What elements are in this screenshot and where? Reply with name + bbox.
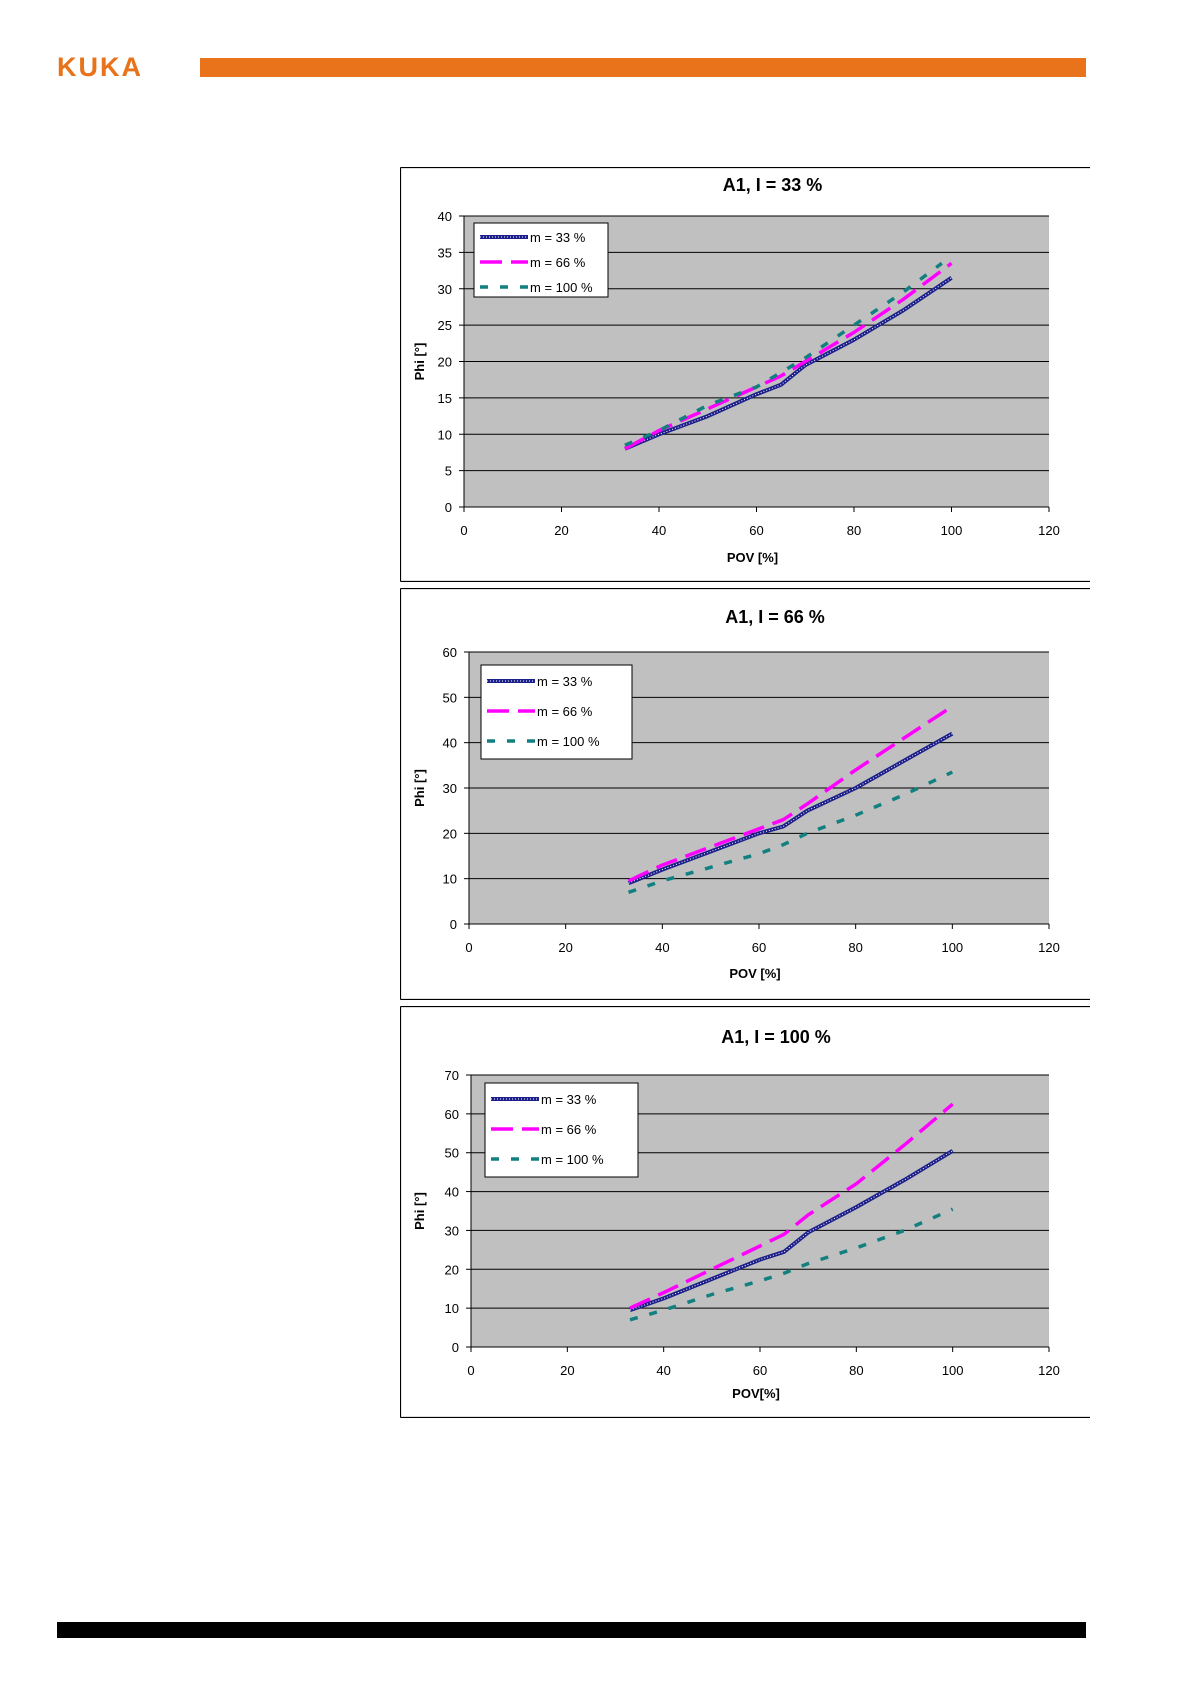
x-axis-label: POV [%] xyxy=(727,550,778,565)
series-m33-line xyxy=(629,1149,954,1312)
x-tick-label: 20 xyxy=(554,523,568,538)
x-tick-label: 60 xyxy=(753,1363,767,1378)
series-m66-line xyxy=(624,261,953,451)
y-tick-label: 70 xyxy=(445,1068,459,1083)
x-tick-label: 80 xyxy=(849,1363,863,1378)
x-tick-label: 40 xyxy=(655,940,669,955)
x-tick-label: 60 xyxy=(752,940,766,955)
chart-panel-i33: 0 5 10 15 20 25 30 35 40 0 20 40 60 80 100 120 A1, I = 3… xyxy=(399,166,1090,583)
series-m33-line xyxy=(627,731,954,886)
x-tick-label: 100 xyxy=(942,1363,964,1378)
chart-title: A1, I = 33 % xyxy=(723,175,823,195)
y-tick-label: 0 xyxy=(445,500,452,515)
y-tick-label: 40 xyxy=(443,736,457,751)
y-tick-label: 50 xyxy=(443,690,457,705)
y-tick-label: 30 xyxy=(443,781,457,796)
y-tick-label: 0 xyxy=(452,1340,459,1355)
series-m100-line xyxy=(629,1207,954,1322)
y-tick-label: 30 xyxy=(438,282,452,297)
x-axis-label: POV [%] xyxy=(729,966,780,981)
x-tick-label: 80 xyxy=(848,940,862,955)
footer-bar xyxy=(57,1622,1086,1638)
legend-label-series-m100: m = 100 % xyxy=(541,1152,604,1167)
y-tick-label: 20 xyxy=(443,826,457,841)
chart-title: A1, I = 100 % xyxy=(721,1027,831,1047)
x-tick-label: 120 xyxy=(1038,1363,1060,1378)
x-tick-label: 40 xyxy=(656,1363,670,1378)
legend-label-series-m66: m = 66 % xyxy=(537,704,593,719)
y-tick-label: 20 xyxy=(438,355,452,370)
x-tick-label: 20 xyxy=(558,940,572,955)
y-tick-label: 5 xyxy=(445,464,452,479)
y-tick-label: 60 xyxy=(443,645,457,660)
x-tick-label: 0 xyxy=(467,1363,474,1378)
chart-title: A1, I = 66 % xyxy=(725,607,825,627)
legend-label-series-m100: m = 100 % xyxy=(537,734,600,749)
chart-svg: 0 10 20 30 40 50 60 70 0 20 40 60 80 100 120 A1, I = 10… xyxy=(399,1005,1090,1419)
chart-svg: 0 5 10 15 20 25 30 35 40 0 20 40 60 80 100 120 A1, I = 3… xyxy=(399,166,1090,583)
legend-label-series-m33: m = 33 % xyxy=(541,1092,597,1107)
y-tick-label: 10 xyxy=(443,872,457,887)
y-tick-label: 15 xyxy=(438,391,452,406)
y-tick-label: 10 xyxy=(445,1301,459,1316)
x-tick-label: 100 xyxy=(941,940,963,955)
header-accent-bar xyxy=(200,58,1086,77)
chart-panel-i100: 0 10 20 30 40 50 60 70 0 20 40 60 80 100 120 A1, I = 10… xyxy=(399,1005,1090,1419)
kuka-logo: KUKA xyxy=(57,52,143,82)
x-tick-label: 0 xyxy=(465,940,472,955)
series-m66-line xyxy=(629,1102,954,1310)
legend-label-series-m100: m = 100 % xyxy=(530,280,593,295)
legend-label-series-m66: m = 66 % xyxy=(541,1122,597,1137)
series-m33-line-highlight xyxy=(624,277,952,450)
y-tick-label: 40 xyxy=(445,1185,459,1200)
legend-label-series-m33: m = 33 % xyxy=(530,230,586,245)
chart-svg: 0 10 20 30 40 50 60 0 20 40 60 80 100 120 A1, I = 66 %… xyxy=(399,587,1090,1001)
x-tick-label: 80 xyxy=(847,523,861,538)
y-tick-label: 30 xyxy=(445,1223,459,1238)
y-tick-label: 10 xyxy=(438,427,452,442)
y-axis-label: Phi [°] xyxy=(412,1192,427,1230)
y-tick-label: 60 xyxy=(445,1107,459,1122)
y-tick-label: 50 xyxy=(445,1146,459,1161)
y-tick-label: 20 xyxy=(445,1262,459,1277)
y-axis-label: Phi [°] xyxy=(412,343,427,381)
x-tick-label: 40 xyxy=(652,523,666,538)
y-tick-label: 0 xyxy=(450,917,457,932)
chart-panel-i66: 0 10 20 30 40 50 60 0 20 40 60 80 100 120 A1, I = 66 %… xyxy=(399,587,1090,1001)
series-m100-line xyxy=(627,770,954,894)
y-tick-label: 25 xyxy=(438,318,452,333)
legend-label-series-m66: m = 66 % xyxy=(530,255,586,270)
y-tick-label: 40 xyxy=(438,209,452,224)
x-tick-label: 60 xyxy=(749,523,763,538)
y-axis-label: Phi [°] xyxy=(412,769,427,807)
x-tick-label: 20 xyxy=(560,1363,574,1378)
x-tick-label: 0 xyxy=(460,523,467,538)
series-m66-line xyxy=(627,704,954,883)
y-tick-label: 35 xyxy=(438,245,452,260)
legend-label-series-m33: m = 33 % xyxy=(537,674,593,689)
x-tick-label: 120 xyxy=(1038,523,1060,538)
x-tick-label: 100 xyxy=(941,523,963,538)
x-tick-label: 120 xyxy=(1038,940,1060,955)
x-axis-label: POV[%] xyxy=(732,1386,780,1401)
